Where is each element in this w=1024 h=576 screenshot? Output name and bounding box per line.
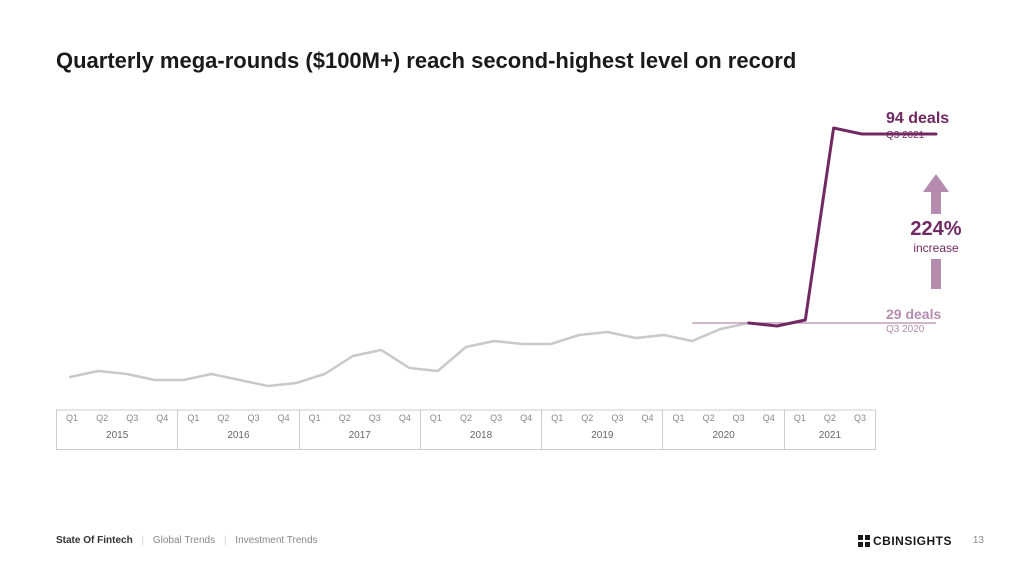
- quarter-tick: Q3: [360, 410, 390, 426]
- year-group: Q1Q2Q3Q42015: [56, 410, 177, 450]
- page-number: 13: [973, 535, 984, 546]
- quarter-tick: Q4: [632, 410, 662, 426]
- year-group: Q1Q2Q3Q42016: [177, 410, 298, 450]
- year-label: 2020: [663, 426, 783, 446]
- footer-sep: |: [224, 535, 227, 546]
- quarter-tick: Q4: [147, 410, 177, 426]
- year-label: 2021: [785, 426, 875, 446]
- footer-breadcrumb: State Of Fintech | Global Trends | Inves…: [56, 535, 318, 546]
- year-group: Q1Q2Q32021: [784, 410, 876, 450]
- brand-logo: CBINSIGHTS: [858, 534, 952, 548]
- quarter-tick: Q1: [57, 410, 87, 426]
- quarter-tick: Q2: [330, 410, 360, 426]
- logo-icon: [858, 535, 870, 547]
- year-label: 2017: [300, 426, 420, 446]
- footer-bold: State Of Fintech: [56, 535, 133, 546]
- quarter-tick: Q4: [390, 410, 420, 426]
- quarter-tick: Q1: [785, 410, 815, 426]
- quarter-tick: Q1: [542, 410, 572, 426]
- year-group: Q1Q2Q3Q42017: [299, 410, 420, 450]
- quarter-tick: Q2: [208, 410, 238, 426]
- quarter-tick: Q1: [421, 410, 451, 426]
- quarter-tick: Q3: [117, 410, 147, 426]
- quarter-tick: Q3: [724, 410, 754, 426]
- quarter-tick: Q2: [815, 410, 845, 426]
- quarter-tick: Q2: [572, 410, 602, 426]
- quarter-tick: Q1: [300, 410, 330, 426]
- footer-sep: |: [141, 535, 144, 546]
- quarter-tick: Q2: [451, 410, 481, 426]
- quarter-tick: Q2: [87, 410, 117, 426]
- quarter-tick: Q4: [269, 410, 299, 426]
- arrow-up-icon: [921, 174, 951, 214]
- quarter-tick: Q3: [238, 410, 268, 426]
- increase-callout: 94 deals Q3 2021 224% increase 29 deals …: [886, 110, 1006, 410]
- callout-top-value: 94 deals: [886, 110, 949, 128]
- year-label: 2018: [421, 426, 541, 446]
- year-group: Q1Q2Q3Q42019: [541, 410, 662, 450]
- arrow-stem-icon: [921, 259, 951, 289]
- year-group: Q1Q2Q3Q42018: [420, 410, 541, 450]
- callout-top-sub: Q3 2021: [886, 130, 949, 141]
- callout-percent: 224%: [886, 218, 986, 241]
- callout-percent-sub: increase: [886, 241, 986, 255]
- year-label: 2016: [178, 426, 298, 446]
- year-group: Q1Q2Q3Q42020: [662, 410, 783, 450]
- footer-item-1: Global Trends: [153, 535, 215, 546]
- quarter-tick: Q3: [845, 410, 875, 426]
- quarter-tick: Q4: [754, 410, 784, 426]
- quarter-tick: Q2: [694, 410, 724, 426]
- callout-bottom-value: 29 deals: [886, 306, 941, 322]
- logo-text: INSIGHTS: [891, 534, 952, 548]
- page-title: Quarterly mega-rounds ($100M+) reach sec…: [56, 48, 796, 74]
- chart-plot: [56, 110, 876, 410]
- x-axis: Q1Q2Q3Q42015Q1Q2Q3Q42016Q1Q2Q3Q42017Q1Q2…: [56, 410, 876, 450]
- quarter-tick: Q3: [602, 410, 632, 426]
- quarter-tick: Q3: [481, 410, 511, 426]
- quarter-tick: Q4: [511, 410, 541, 426]
- line-series-historical: [70, 323, 749, 386]
- quarter-tick: Q1: [663, 410, 693, 426]
- callout-bottom-sub: Q3 2020: [886, 324, 941, 335]
- quarter-tick: Q1: [178, 410, 208, 426]
- year-label: 2015: [57, 426, 177, 446]
- year-label: 2019: [542, 426, 662, 446]
- line-chart: Q1Q2Q3Q42015Q1Q2Q3Q42016Q1Q2Q3Q42017Q1Q2…: [56, 110, 876, 450]
- footer-item-2: Investment Trends: [235, 535, 317, 546]
